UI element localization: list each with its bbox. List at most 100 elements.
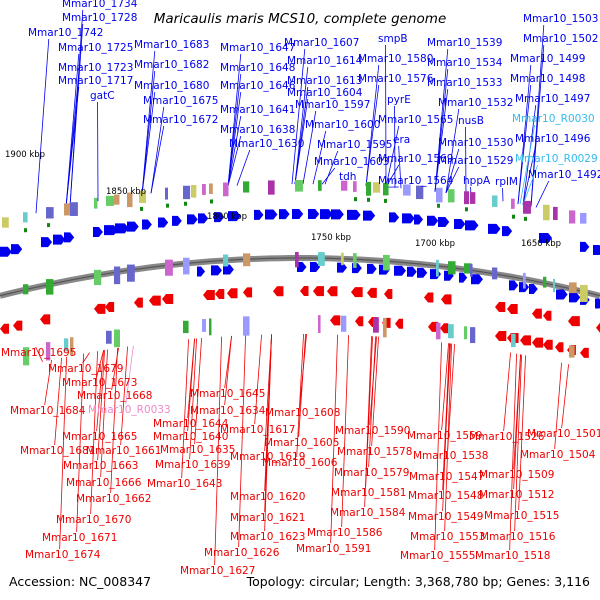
gene-label[interactable]: Mmar10_1564	[378, 175, 454, 187]
gene-label[interactable]: Mmar10_1591	[296, 543, 371, 555]
gene-label[interactable]: Mmar10_1630	[229, 138, 304, 150]
gene-label[interactable]: Mmar10_1723	[58, 62, 133, 74]
gene-label[interactable]: Mmar10_1619	[230, 451, 305, 463]
gene-label[interactable]: Mmar10_1496	[515, 133, 591, 145]
gene-label[interactable]: Mmar10_1673	[62, 377, 137, 389]
gene-label[interactable]: Mmar10_1509	[479, 469, 554, 481]
gene-label[interactable]: Mmar10_1548	[408, 490, 483, 502]
gene-label[interactable]: Mmar10_1555	[400, 550, 475, 562]
gene-label[interactable]: Mmar10_1565	[378, 114, 453, 126]
gene-label[interactable]: Mmar10_1503	[523, 13, 598, 25]
gene-label[interactable]: Mmar10_1647	[220, 42, 295, 54]
gene-label[interactable]: Mmar10_1606	[262, 457, 338, 469]
gene-label[interactable]: Mmar10_1529	[438, 155, 513, 167]
gene-label[interactable]: Mmar10_1607	[284, 37, 359, 49]
gene-label[interactable]: Mmar10_1547	[409, 471, 484, 483]
gene-label[interactable]: hppA	[463, 175, 491, 187]
gene-label[interactable]: Mmar10_1680	[134, 80, 209, 92]
gene-label[interactable]: Mmar10_1672	[143, 114, 218, 126]
gene-label[interactable]: Mmar10_1499	[510, 53, 585, 65]
gene-label[interactable]: Mmar10_1620	[230, 491, 305, 503]
gene-label[interactable]: Mmar10_1603	[314, 156, 389, 168]
gene-label[interactable]: era	[393, 134, 410, 146]
gene-label[interactable]: Mmar10_1586	[307, 527, 383, 539]
gene-label[interactable]: Mmar10_1605	[264, 437, 339, 449]
gene-label[interactable]: Mmar10_1553	[410, 531, 485, 543]
gene-label[interactable]: Mmar10_1534	[427, 57, 503, 69]
gene-label[interactable]: Mmar10_1682	[134, 59, 209, 71]
gene-label[interactable]: Mmar10_1608	[265, 407, 340, 419]
gene-label[interactable]: Mmar10_1538	[413, 450, 488, 462]
gene-label[interactable]: Mmar10_1645	[190, 388, 265, 400]
gene-label[interactable]: Mmar10_1590	[335, 425, 410, 437]
gene-label[interactable]: Mmar10_1512	[479, 489, 554, 501]
gene-label[interactable]: Mmar10_1578	[337, 446, 412, 458]
gene-label[interactable]: Mmar10_1621	[230, 512, 305, 524]
gene-label[interactable]: Mmar10_1663	[63, 460, 138, 472]
gene-label[interactable]: Mmar10_1613	[287, 75, 362, 87]
gene-label[interactable]: gatC	[90, 90, 115, 102]
gene-label[interactable]: Mmar10_1604	[287, 87, 363, 99]
gene-label[interactable]: Mmar10_1742	[28, 27, 103, 39]
gene-label[interactable]: Mmar10_1501	[527, 428, 600, 440]
gene-label[interactable]: Mmar10_R0030	[512, 113, 595, 125]
gene-labels[interactable]: Mmar10_1734 Mmar10_1728 Mmar10_1742 Mmar10_…	[1, 0, 600, 577]
gene-label[interactable]: Mmar10_1643	[147, 478, 222, 490]
gene-label[interactable]: Mmar10_1641	[220, 104, 295, 116]
gene-label[interactable]: Mmar10_1595	[317, 139, 392, 151]
gene-label[interactable]: Mmar10_1635	[160, 444, 235, 456]
gene-label[interactable]: Mmar10_1640	[153, 431, 228, 443]
gene-label[interactable]: Mmar10_1674	[25, 549, 101, 561]
gene-label[interactable]: Mmar10_1644	[153, 418, 229, 430]
gene-label[interactable]: Mmar10_1530	[438, 137, 513, 149]
gene-label[interactable]: Mmar10_1634	[190, 405, 266, 417]
gene-label[interactable]: Mmar10_1626	[204, 547, 280, 559]
gene-label[interactable]: nusB	[458, 115, 484, 127]
gene-label[interactable]: pyrE	[387, 94, 411, 106]
gene-label[interactable]: Mmar10_1526	[469, 431, 545, 443]
gene-label[interactable]: Mmar10_1679	[48, 363, 123, 375]
gene-label[interactable]: Mmar10_1539	[427, 37, 502, 49]
gene-label[interactable]: Mmar10_R0033	[88, 404, 171, 416]
gene-label[interactable]: Mmar10_1597	[295, 99, 370, 111]
gene-label[interactable]: Mmar10_1627	[180, 565, 255, 577]
gene-label[interactable]: Mmar10_1665	[62, 431, 137, 443]
gene-label[interactable]: Mmar10_1580	[358, 53, 433, 65]
gene-label[interactable]: Mmar10_1600	[305, 119, 380, 131]
gene-label[interactable]: Mmar10_1581	[331, 487, 406, 499]
gene-label[interactable]: Mmar10_1576	[358, 73, 434, 85]
gene-label[interactable]: Mmar10_1646	[220, 80, 296, 92]
gene-label[interactable]: Mmar10_1498	[510, 73, 585, 85]
gene-label[interactable]: Mmar10_1681	[20, 445, 95, 457]
gene-label[interactable]: smpB	[378, 33, 408, 45]
gene-label[interactable]: Mmar10_1614	[287, 55, 363, 67]
gene-label[interactable]: Mmar10_1504	[520, 449, 596, 461]
gene-label[interactable]: Mmar10_1670	[56, 514, 131, 526]
gene-label[interactable]: Mmar10_1617	[220, 424, 295, 436]
gene-label[interactable]: Mmar10_1518	[475, 550, 550, 562]
gene-label[interactable]: Mmar10_1497	[515, 93, 590, 105]
gene-label[interactable]: Mmar10_1671	[42, 532, 117, 544]
gene-label[interactable]: Mmar10_1683	[134, 39, 209, 51]
gene-label[interactable]: Mmar10_1516	[480, 531, 556, 543]
gene-label[interactable]: Mmar10_1728	[62, 12, 137, 24]
gene-label[interactable]: Mmar10_1579	[334, 467, 409, 479]
gene-label[interactable]: tdh	[339, 171, 356, 183]
gene-label[interactable]: Mmar10_1492	[528, 169, 600, 181]
gene-label[interactable]: Mmar10_1623	[230, 531, 305, 543]
gene-label[interactable]: rplM	[495, 176, 518, 188]
gene-label[interactable]: Mmar10_1532	[438, 97, 513, 109]
gene-label[interactable]: Mmar10_1533	[427, 77, 502, 89]
gene-label[interactable]: Mmar10_1549	[408, 511, 483, 523]
gene-label[interactable]: Mmar10_1695	[1, 347, 76, 359]
gene-label[interactable]: Mmar10_1638	[220, 124, 295, 136]
gene-label[interactable]: Mmar10_1684	[10, 405, 86, 417]
gene-label[interactable]: Mmar10_1515	[484, 510, 559, 522]
gene-label[interactable]: Mmar10_1734	[62, 0, 138, 10]
gene-label[interactable]: Mmar10_1661	[86, 445, 161, 457]
gene-label[interactable]: Mmar10_1668	[77, 390, 152, 402]
gene-label[interactable]: Mmar10_1675	[143, 95, 218, 107]
gene-label[interactable]: Mmar10_1666	[66, 477, 142, 489]
gene-label[interactable]: Mmar10_1639	[155, 459, 230, 471]
gene-label[interactable]: Mmar10_1725	[58, 42, 133, 54]
